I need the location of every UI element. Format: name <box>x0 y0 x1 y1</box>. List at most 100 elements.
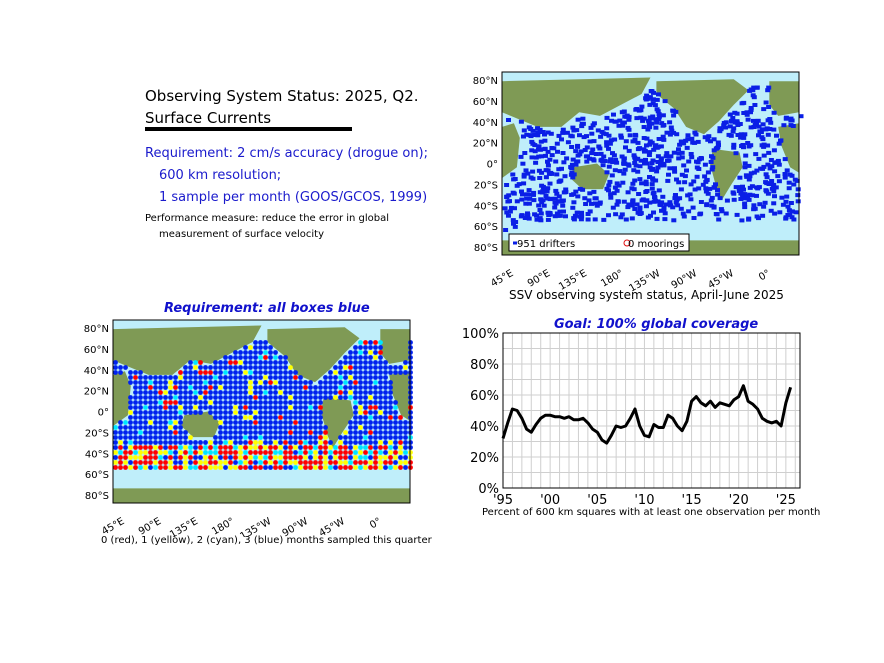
drifter-point <box>637 146 643 151</box>
sampling-box <box>268 430 273 435</box>
drifter-point <box>678 206 684 211</box>
title-underline <box>145 127 352 131</box>
sampling-box <box>248 370 253 375</box>
sampling-box <box>353 355 358 360</box>
lat-tick-label: 20°N <box>84 387 109 398</box>
drifter-point <box>730 190 736 195</box>
sampling-box <box>133 395 138 400</box>
drifter-point <box>584 134 589 139</box>
drifter-point <box>597 200 603 205</box>
drifter-point <box>651 147 657 152</box>
sampling-box <box>313 395 318 400</box>
drifter-point <box>684 145 690 150</box>
sampling-box <box>248 430 253 435</box>
sampling-box <box>278 370 283 375</box>
drifter-point <box>716 143 721 148</box>
sampling-box <box>318 460 323 465</box>
sampling-box <box>173 455 178 460</box>
drifter-point <box>632 161 638 165</box>
sampling-box <box>113 430 118 435</box>
drifter-point <box>543 153 548 158</box>
lat-tick-label: 0° <box>98 408 109 419</box>
sampling-box <box>318 450 323 455</box>
sampling-box <box>118 370 123 375</box>
drifter-point <box>604 126 610 131</box>
drifter-point <box>772 194 777 199</box>
sampling-box <box>158 420 163 425</box>
drifter-point <box>721 123 727 128</box>
sampling-box <box>323 380 328 385</box>
drifter-point <box>710 155 716 160</box>
sampling-box <box>308 380 313 385</box>
drifter-point <box>760 213 766 218</box>
sampling-box <box>243 410 248 415</box>
drifter-point <box>539 170 545 175</box>
sampling-box <box>133 455 138 460</box>
sampling-box <box>273 465 278 470</box>
sampling-box <box>403 455 408 460</box>
sampling-box <box>218 390 223 395</box>
sampling-box <box>283 360 288 365</box>
sampling-box <box>398 455 403 460</box>
drifter-point <box>653 117 659 122</box>
sampling-box <box>208 410 213 415</box>
sampling-box <box>143 415 148 420</box>
sampling-box <box>383 415 388 420</box>
drifter-point <box>643 204 649 209</box>
sampling-box <box>273 365 278 370</box>
drifter-point <box>652 144 658 149</box>
drifter-point <box>750 88 756 93</box>
sampling-box <box>328 455 333 460</box>
sampling-box <box>193 390 198 395</box>
sampling-box <box>298 375 303 380</box>
drifter-point <box>784 168 790 173</box>
sampling-box <box>198 375 203 380</box>
sampling-box <box>128 445 133 450</box>
requirement-line-1: Requirement: 2 cm/s accuracy (drogue on)… <box>145 146 429 161</box>
drifter-point <box>518 214 524 219</box>
drifter-point <box>622 161 628 166</box>
sampling-box <box>308 395 313 400</box>
drifter-point <box>621 199 627 204</box>
drifter-point <box>589 201 594 206</box>
sampling-box <box>148 385 153 390</box>
sampling-box <box>233 355 238 360</box>
sampling-box <box>303 440 308 445</box>
drifter-point <box>612 137 618 142</box>
sampling-box <box>218 385 223 390</box>
sampling-box <box>158 375 163 380</box>
drifter-point <box>789 215 795 220</box>
sampling-box <box>353 405 358 410</box>
sampling-box <box>248 405 253 410</box>
drifter-point <box>704 203 710 208</box>
sampling-box <box>213 405 218 410</box>
sampling-box <box>118 440 123 445</box>
drifter-point <box>743 153 749 158</box>
sampling-box <box>403 370 408 375</box>
sampling-box <box>148 395 153 400</box>
sampling-box <box>123 435 128 440</box>
sampling-box <box>368 425 373 430</box>
sampling-box <box>278 445 283 450</box>
sampling-box <box>128 425 133 430</box>
sampling-box <box>373 430 378 435</box>
sampling-box <box>218 460 223 465</box>
sampling-box <box>113 455 118 460</box>
sampling-box <box>128 460 133 465</box>
drifter-point <box>518 154 524 159</box>
sampling-box <box>258 380 263 385</box>
sampling-box <box>303 435 308 440</box>
sampling-box <box>338 445 343 450</box>
sampling-box <box>173 440 178 445</box>
sampling-box <box>348 440 353 445</box>
sampling-box <box>208 370 213 375</box>
sampling-box <box>248 375 253 380</box>
sampling-box <box>168 460 173 465</box>
sampling-box <box>153 415 158 420</box>
sampling-box <box>383 455 388 460</box>
sampling-box <box>233 390 238 395</box>
sampling-box <box>278 440 283 445</box>
sampling-box <box>338 370 343 375</box>
drifter-point <box>650 97 656 102</box>
sampling-box <box>298 410 303 415</box>
